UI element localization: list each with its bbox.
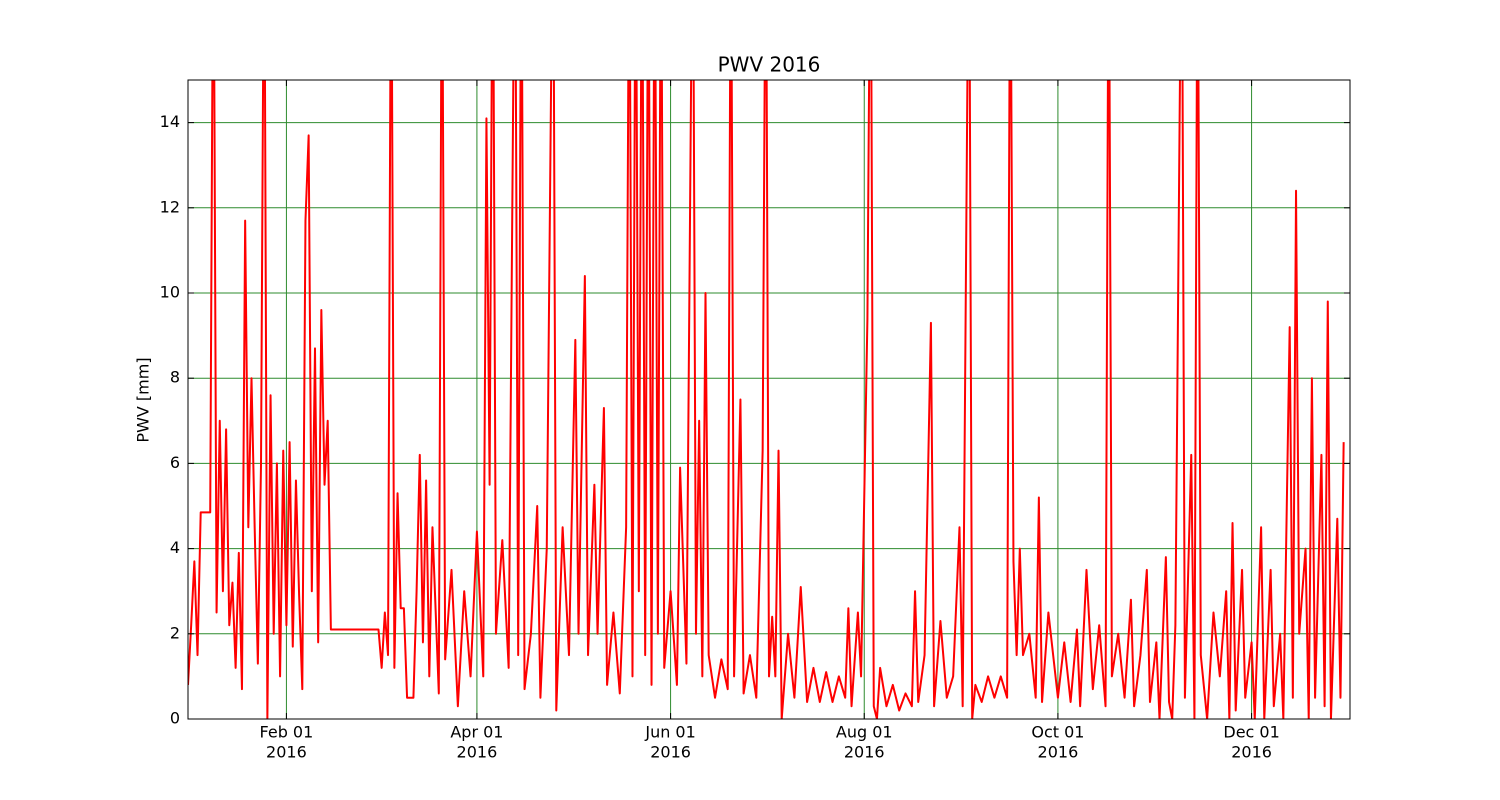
x-tick-label: 2016: [266, 743, 307, 762]
y-tick-label: 6: [170, 453, 180, 472]
y-tick-label: 10: [160, 283, 180, 302]
x-tick-label: 2016: [1038, 743, 1079, 762]
x-tick-label: 2016: [650, 743, 691, 762]
y-tick-label: 0: [170, 709, 180, 728]
y-tick-label: 14: [160, 112, 180, 131]
x-tick-label: Jun 01: [644, 723, 695, 742]
data-line: [188, 80, 1345, 719]
x-tick-label: 2016: [457, 743, 498, 762]
y-axis-label: PWV [mm]: [134, 357, 153, 442]
x-tick-label: Oct 01: [1031, 723, 1084, 742]
y-tick-label: 8: [170, 368, 180, 387]
x-tick-label: Apr 01: [450, 723, 503, 742]
y-tick-label: 4: [170, 538, 180, 557]
x-tick-label: Dec 01: [1223, 723, 1279, 742]
y-tick-label: 12: [160, 197, 180, 216]
y-tick-label: 2: [170, 623, 180, 642]
grid: [188, 80, 1350, 720]
plot-area: [188, 80, 1345, 719]
x-tick-label: Aug 01: [836, 723, 893, 742]
chart-title: PWV 2016: [718, 53, 821, 77]
x-tick-label: 2016: [1231, 743, 1272, 762]
axes-frame: [187, 79, 1351, 720]
x-tick-label: 2016: [844, 743, 885, 762]
x-tick-label: Feb 01: [260, 723, 314, 742]
